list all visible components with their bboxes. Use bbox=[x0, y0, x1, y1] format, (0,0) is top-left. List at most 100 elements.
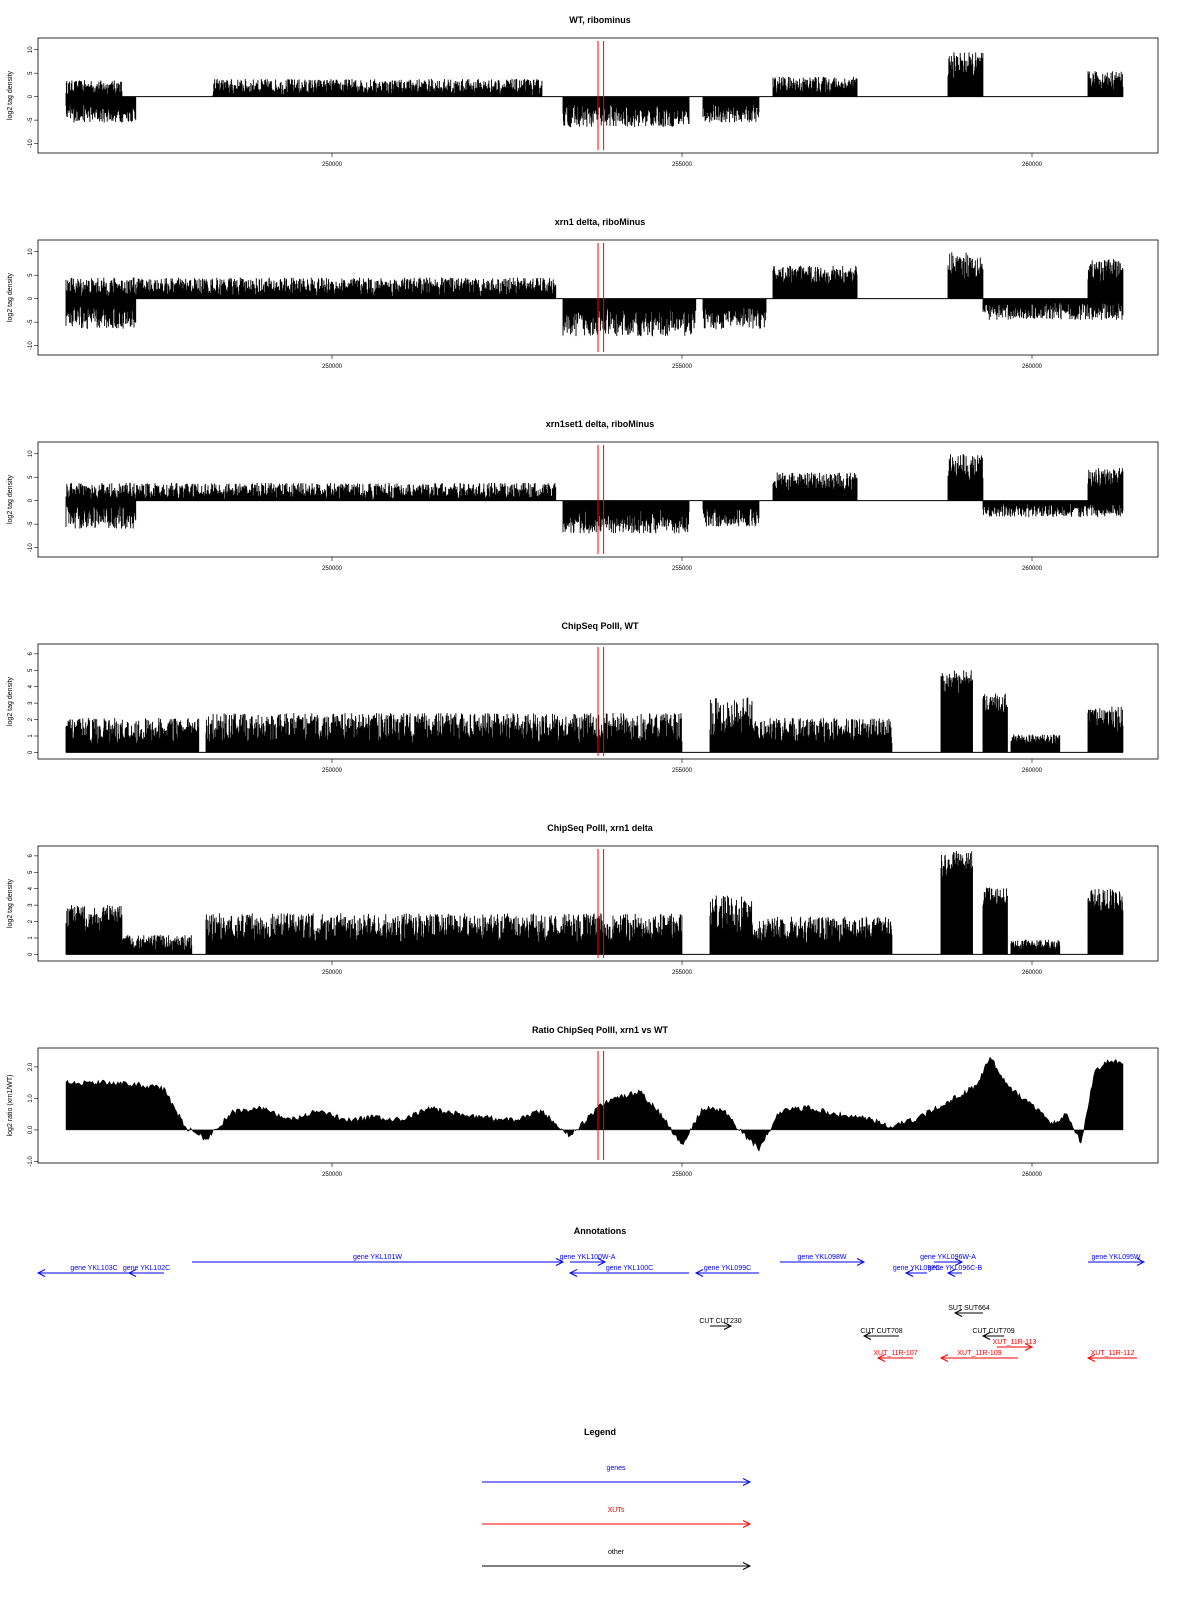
x-tick-label: 255000 bbox=[672, 162, 693, 168]
arrow-head bbox=[555, 1258, 565, 1266]
chart-panel-0: WT, ribominus -10 -5 0 5 10 log2 tag density 25… bbox=[7, 15, 1159, 168]
annotation-label: gene YKL096W-A bbox=[920, 1254, 976, 1261]
plot-frame bbox=[37, 1047, 1159, 1164]
x-tick-label: 250000 bbox=[322, 970, 343, 976]
y-tick-label: 1 bbox=[28, 734, 34, 738]
annotation-label: gene YKL095W bbox=[1092, 1254, 1141, 1261]
arrow-head bbox=[1086, 1354, 1096, 1362]
arrow-head bbox=[1136, 1258, 1146, 1266]
y-tick-label: 1.0 bbox=[28, 1094, 34, 1103]
y-tick-label: 2.0 bbox=[28, 1062, 34, 1071]
annotation-arrow: gene YKL100W-A bbox=[560, 1254, 616, 1266]
annotations-panel: Annotations gene YKL103C gene YKL102C gene … bbox=[36, 1226, 1146, 1362]
y-axis-label: log2 tag density bbox=[7, 878, 14, 928]
annotation-arrow: gene YKL100C bbox=[568, 1265, 689, 1277]
annotation-arrow: gene YKL098W bbox=[780, 1254, 866, 1266]
arrow-head bbox=[742, 1478, 752, 1486]
bar-series bbox=[65, 52, 1124, 128]
x-tick-label: 250000 bbox=[322, 1172, 343, 1178]
x-tick-label: 250000 bbox=[322, 768, 343, 774]
y-tick-label: -10 bbox=[28, 543, 34, 552]
y-tick-label: 0 bbox=[28, 498, 34, 502]
x-tick-label: 255000 bbox=[672, 566, 693, 572]
chart-panel-2: xrn1set1 delta, riboMinus -10 -5 0 5 10 log2 t… bbox=[7, 419, 1159, 572]
y-tick-label: 10 bbox=[28, 248, 34, 255]
arrow-head bbox=[36, 1269, 46, 1277]
annotation-label: CUT CUT230 bbox=[699, 1318, 741, 1325]
chart-panel-5: Ratio ChipSeq PolII, xrn1 vs WT -1.0 0.0 1.… bbox=[7, 1025, 1159, 1178]
annotation-label: XUT_11R-107 bbox=[873, 1350, 917, 1357]
chart-title: WT, ribominus bbox=[569, 15, 631, 25]
y-tick-label: 0 bbox=[28, 952, 34, 956]
bar-series bbox=[65, 851, 1124, 955]
annotation-arrow: XUT_11R-107 bbox=[873, 1350, 918, 1362]
arrow-head bbox=[568, 1269, 578, 1277]
plot-frame bbox=[37, 37, 1159, 154]
bar-series bbox=[65, 252, 1124, 337]
x-tick-label: 260000 bbox=[1022, 162, 1043, 168]
x-tick-label: 260000 bbox=[1022, 566, 1043, 572]
bar-series bbox=[65, 454, 1124, 534]
y-tick-label: 0.0 bbox=[28, 1125, 34, 1134]
y-axis-label: log2 tag density bbox=[7, 272, 14, 322]
chart-panel-1: xrn1 delta, riboMinus -10 -5 0 5 10 log2 tag d… bbox=[7, 217, 1159, 370]
arrow-head bbox=[954, 1258, 964, 1266]
legend-label: other bbox=[608, 1549, 625, 1556]
y-tick-label: 5 bbox=[28, 273, 34, 277]
y-tick-label: 6 bbox=[28, 652, 34, 656]
annotation-label: XUT_11R-112 bbox=[1091, 1350, 1135, 1357]
arrow-head bbox=[742, 1562, 752, 1570]
y-tick-label: 2 bbox=[28, 717, 34, 721]
arrow-head bbox=[694, 1269, 704, 1277]
arrow-head bbox=[904, 1269, 914, 1277]
y-tick-label: 4 bbox=[28, 886, 34, 890]
annotation-arrow: gene YKL102C bbox=[123, 1265, 170, 1277]
legend-panel: Legend genes XUTs other bbox=[482, 1427, 752, 1570]
arrow-head bbox=[876, 1354, 886, 1362]
bar-marks bbox=[65, 851, 1124, 955]
annotation-label: gene YKL096C-B bbox=[928, 1265, 983, 1272]
annotation-label: gene YKL101W bbox=[353, 1254, 402, 1261]
y-tick-label: -10 bbox=[28, 341, 34, 350]
y-tick-label: 0 bbox=[28, 296, 34, 300]
x-tick-label: 260000 bbox=[1022, 970, 1043, 976]
y-tick-label: 5 bbox=[28, 870, 34, 874]
annotation-label: gene YKL100W-A bbox=[560, 1254, 616, 1261]
arrow-head bbox=[742, 1520, 752, 1528]
annotation-arrow: gene YKL101W bbox=[192, 1254, 565, 1266]
y-tick-label: 5 bbox=[28, 71, 34, 75]
legend-label: genes bbox=[606, 1465, 626, 1472]
arrow-head bbox=[981, 1332, 991, 1340]
y-tick-label: 5 bbox=[28, 475, 34, 479]
chart-title: ChipSeq PolII, WT bbox=[562, 621, 639, 631]
plot-frame bbox=[37, 845, 1159, 962]
annotations-title: Annotations bbox=[574, 1226, 627, 1236]
x-tick-label: 255000 bbox=[672, 768, 693, 774]
plot-frame bbox=[37, 239, 1159, 356]
y-tick-label: -5 bbox=[28, 117, 34, 123]
x-tick-label: 255000 bbox=[672, 970, 693, 976]
y-axis-label: log2 tag density bbox=[7, 474, 14, 524]
x-tick-label: 260000 bbox=[1022, 364, 1043, 370]
bar-series bbox=[65, 670, 1124, 753]
chart-title: ChipSeq PolII, xrn1 delta bbox=[547, 823, 654, 833]
y-axis-label: log2 tag density bbox=[7, 676, 14, 726]
annotation-label: CUT CUT709 bbox=[972, 1328, 1014, 1335]
y-tick-label: 4 bbox=[28, 684, 34, 688]
y-axis-label: log2 ratio (xrn1/WT) bbox=[7, 1075, 14, 1137]
y-axis-label: log2 tag density bbox=[7, 70, 14, 120]
y-tick-label: 10 bbox=[28, 46, 34, 53]
bar-marks bbox=[65, 252, 1124, 337]
y-tick-label: -1.0 bbox=[28, 1156, 34, 1167]
annotation-label: gene YKL102C bbox=[123, 1265, 170, 1272]
y-tick-label: 10 bbox=[28, 450, 34, 457]
y-tick-label: 0 bbox=[28, 94, 34, 98]
arrow-head bbox=[127, 1269, 137, 1277]
annotation-arrow: XUT_11R-112 bbox=[1086, 1350, 1137, 1362]
y-tick-label: 2 bbox=[28, 919, 34, 923]
arrow-head bbox=[862, 1332, 872, 1340]
annotation-arrow: XUT_11R-109 bbox=[939, 1350, 1018, 1362]
bar-marks bbox=[65, 52, 1124, 128]
x-tick-label: 250000 bbox=[322, 364, 343, 370]
